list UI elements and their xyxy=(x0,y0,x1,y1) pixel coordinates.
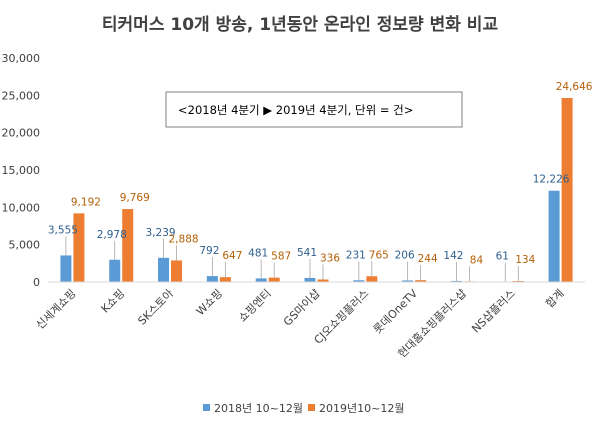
legend-label-2018: 2018년 10~12월 xyxy=(214,402,303,415)
legend: 2018년 10~12월 2019년10~12월 xyxy=(203,402,404,415)
data-label: 24,646 xyxy=(556,81,593,93)
data-label: 2,888 xyxy=(169,233,199,245)
annotation-box: <2018년 4분기 ▶ 2019년 4분기, 단위 = 건> xyxy=(165,91,463,128)
bar xyxy=(366,276,378,282)
data-label: 541 xyxy=(297,247,317,259)
bar xyxy=(171,260,183,282)
data-label: 3,239 xyxy=(146,227,176,239)
bar xyxy=(304,277,316,282)
legend-swatch-2018 xyxy=(203,404,210,411)
data-label: 765 xyxy=(369,249,389,261)
y-tick-label: 30,000 xyxy=(2,52,41,65)
bar xyxy=(122,209,134,282)
bar xyxy=(73,213,85,282)
data-label: 12,226 xyxy=(533,174,570,186)
data-label: 2,978 xyxy=(97,229,127,241)
data-label: 142 xyxy=(443,250,463,262)
bar xyxy=(158,257,170,282)
data-label: 134 xyxy=(515,254,535,266)
bar xyxy=(353,280,365,282)
bar xyxy=(512,280,524,282)
bar xyxy=(206,276,218,282)
data-label: 792 xyxy=(199,245,219,257)
bar xyxy=(109,259,121,282)
data-label: 9,769 xyxy=(120,192,150,204)
x-tick-label: 롯데OneTV xyxy=(371,287,421,337)
bar xyxy=(561,97,573,282)
bar xyxy=(219,277,231,282)
bar xyxy=(317,279,329,282)
y-tick-label: 25,000 xyxy=(2,89,41,102)
data-label: 481 xyxy=(248,247,268,259)
data-label: 244 xyxy=(418,253,438,265)
x-tick-label: SK스토아 xyxy=(135,287,176,328)
data-label: 206 xyxy=(395,249,415,261)
data-label: 647 xyxy=(222,250,242,262)
data-label: 336 xyxy=(320,252,340,264)
data-label: 61 xyxy=(496,251,509,263)
annotation-text: <2018년 4분기 ▶ 2019년 4분기, 단위 = 건> xyxy=(178,103,413,117)
x-tick-label: NS샵플러스 xyxy=(469,287,518,336)
x-tick-label: 합계 xyxy=(543,287,567,311)
y-tick-label: 0 xyxy=(33,276,40,289)
data-label: 587 xyxy=(271,251,291,263)
x-tick-label: 쇼핑엔티 xyxy=(236,287,274,325)
x-tick-label: W쇼핑 xyxy=(194,287,225,318)
x-tick-label: K쇼핑 xyxy=(99,287,128,316)
bar xyxy=(60,255,72,282)
bars xyxy=(60,97,573,282)
bar xyxy=(415,280,427,282)
bar xyxy=(548,190,560,282)
bar xyxy=(402,280,414,282)
data-label: 9,192 xyxy=(71,196,101,208)
data-label: 3,555 xyxy=(48,224,78,236)
bar xyxy=(255,278,267,282)
data-label: 84 xyxy=(470,254,484,266)
y-tick-label: 5,000 xyxy=(9,239,41,252)
bar xyxy=(268,277,280,282)
y-axis: 0 5,000 10,000 15,000 20,000 25,000 30,000 xyxy=(2,52,41,289)
x-tick-label: GS마이샵 xyxy=(281,287,323,329)
y-tick-label: 10,000 xyxy=(2,201,41,214)
bar xyxy=(450,280,462,282)
chart-title: 티커머스 10개 방송, 1년동안 온라인 정보량 변화 비교 xyxy=(102,15,499,35)
y-tick-label: 15,000 xyxy=(2,164,41,177)
legend-swatch-2019 xyxy=(308,404,315,411)
data-label: 231 xyxy=(346,249,366,261)
y-tick-label: 20,000 xyxy=(2,127,41,140)
legend-label-2019: 2019년10~12월 xyxy=(319,402,404,415)
x-tick-label: 신세계쇼핑 xyxy=(34,287,79,332)
